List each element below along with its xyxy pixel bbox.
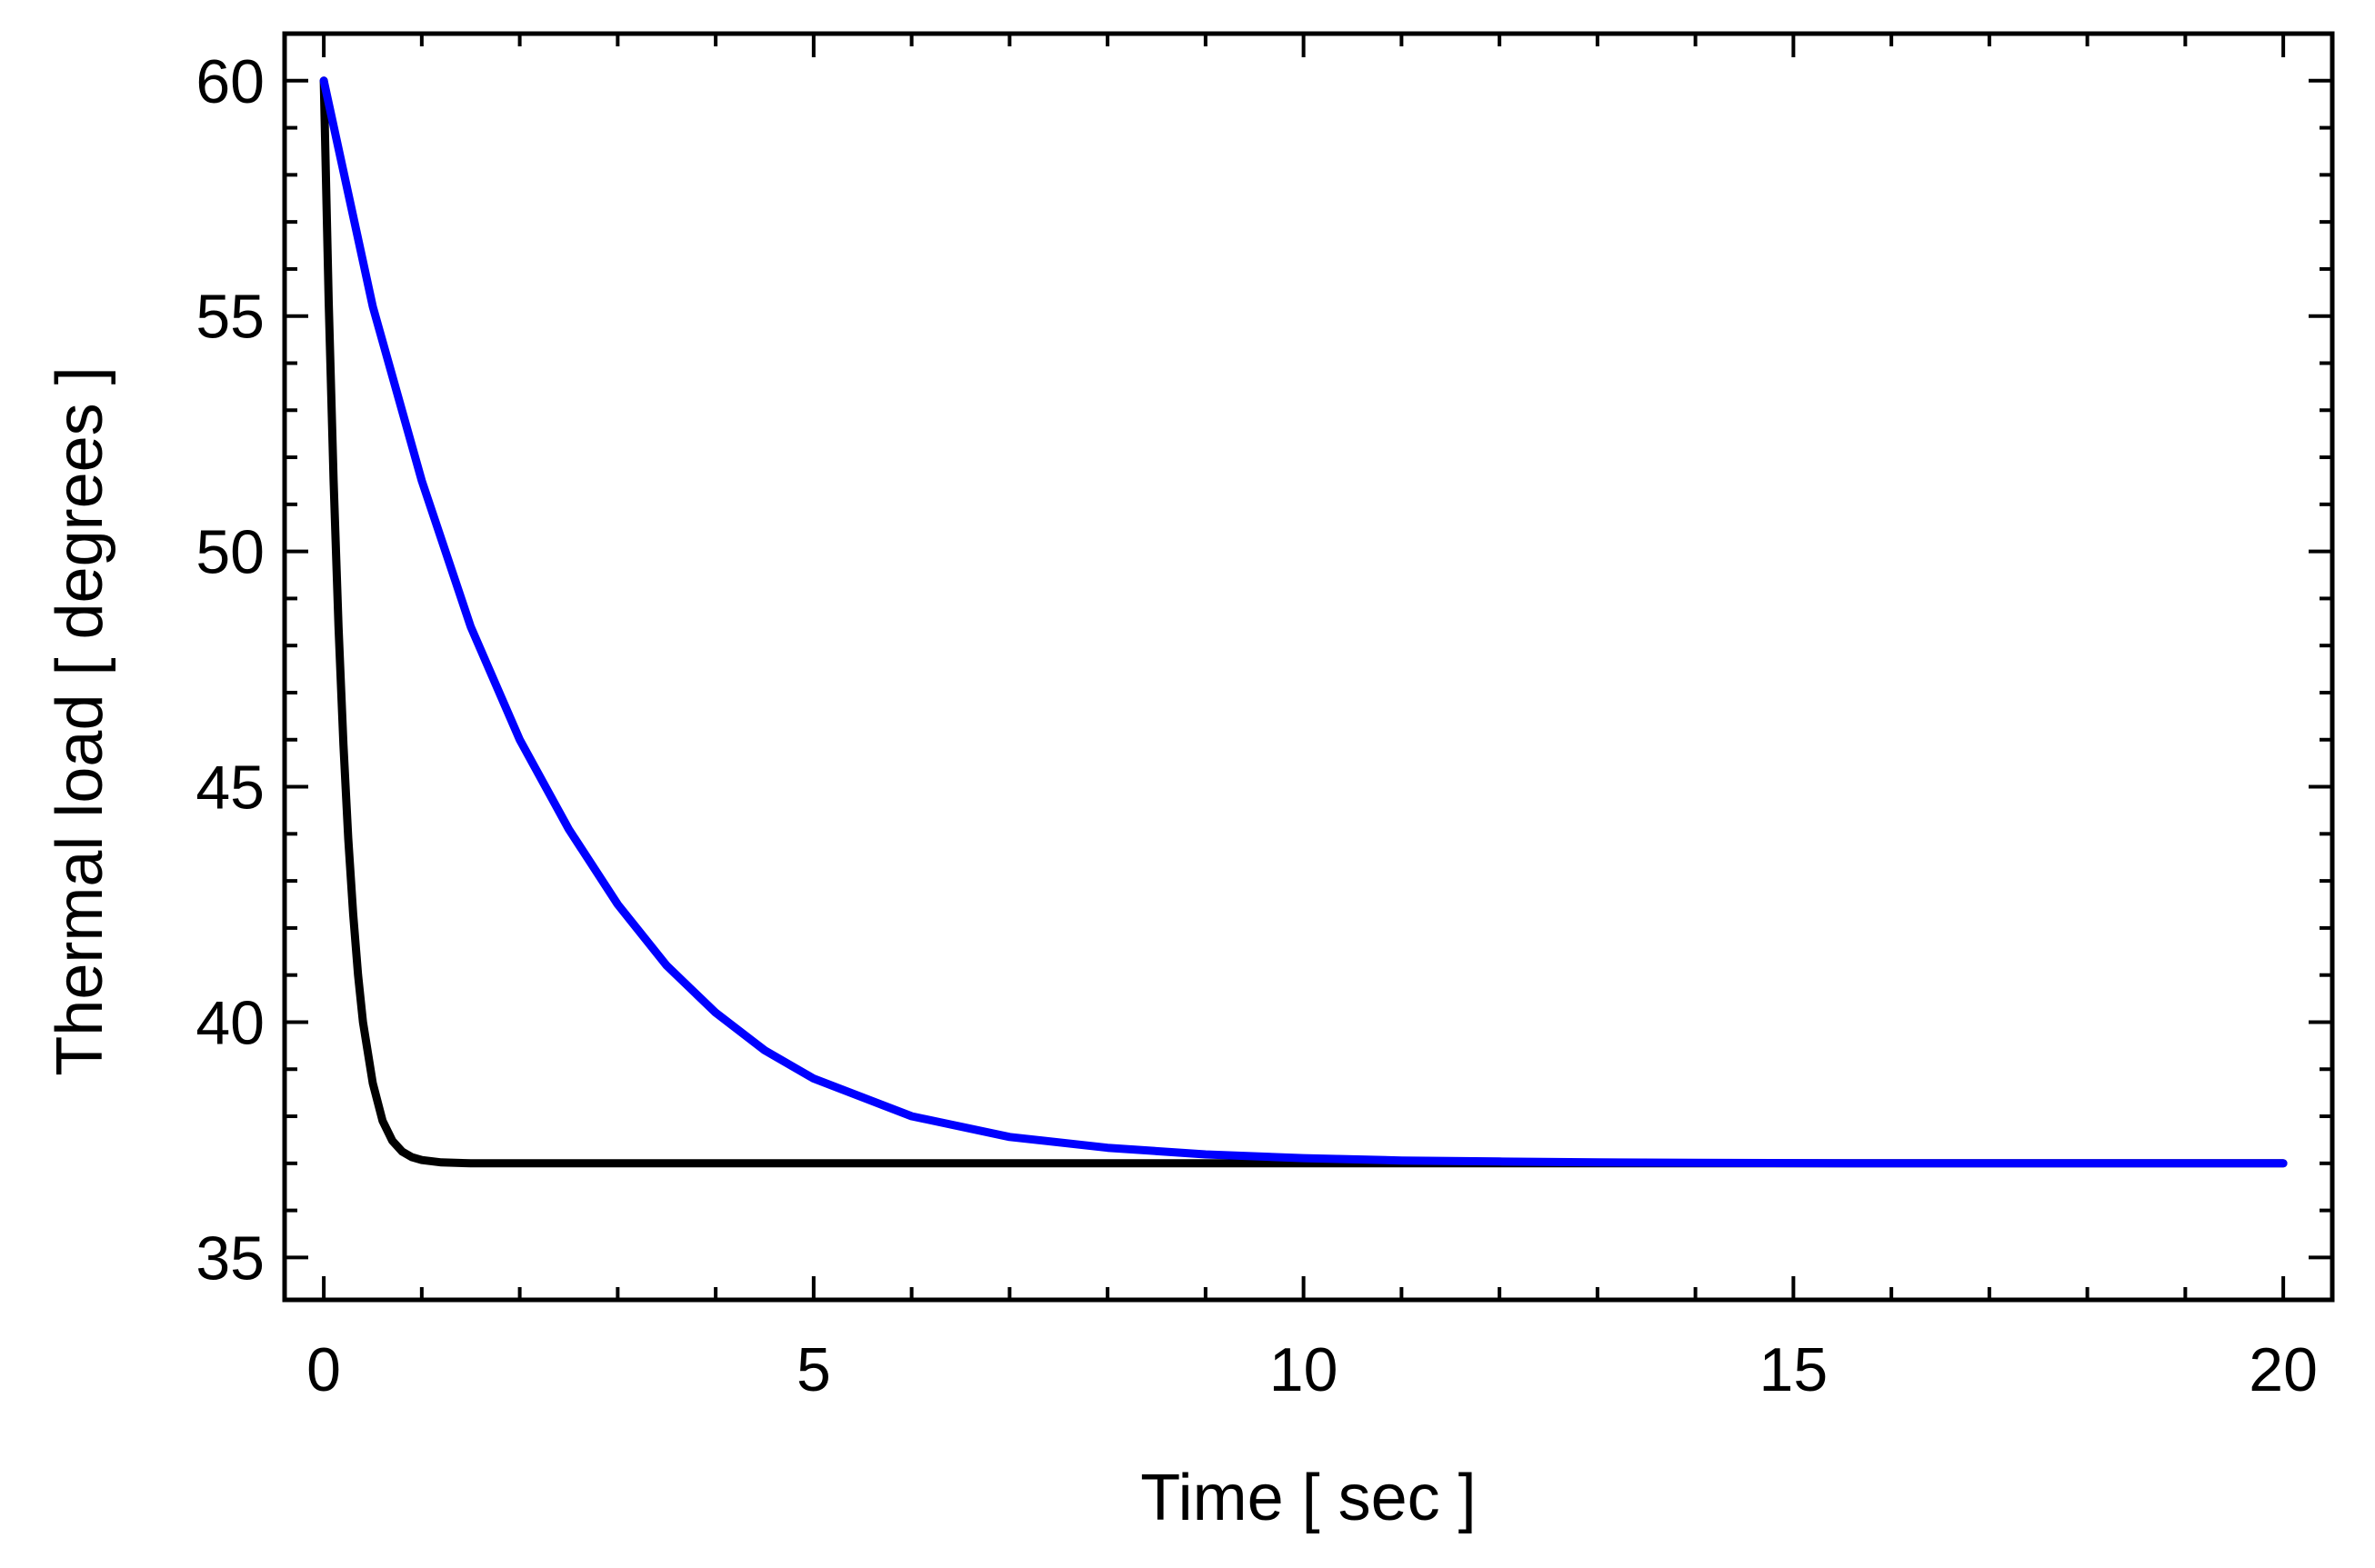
x-tick-label: 15: [1759, 1335, 1829, 1404]
y-tick-label: 50: [195, 518, 265, 587]
plot-frame: [282, 31, 2335, 1303]
x-tick-label: 0: [306, 1335, 341, 1404]
x-axis-title: Time [ sec ]: [1140, 1462, 1476, 1534]
series-layer: [319, 76, 2288, 1168]
y-tick-label: 40: [195, 988, 265, 1057]
x-tick-label: 20: [2249, 1335, 2318, 1404]
y-tick-label: 35: [195, 1223, 265, 1293]
x-tick-label: 5: [797, 1335, 831, 1404]
y-tick-label: 60: [195, 47, 265, 116]
y-tick-label: 45: [195, 754, 265, 823]
series-line-1: [319, 76, 2288, 1168]
y-axis-title: Thermal load [ degrees ]: [44, 366, 116, 1075]
series-line-2: [319, 76, 2288, 1168]
y-tick-label: 55: [195, 283, 265, 352]
x-tick-label: 10: [1269, 1335, 1338, 1404]
labels-layer: 0 5 10 15 20 35 40 45 50 55 60: [195, 47, 2318, 1404]
